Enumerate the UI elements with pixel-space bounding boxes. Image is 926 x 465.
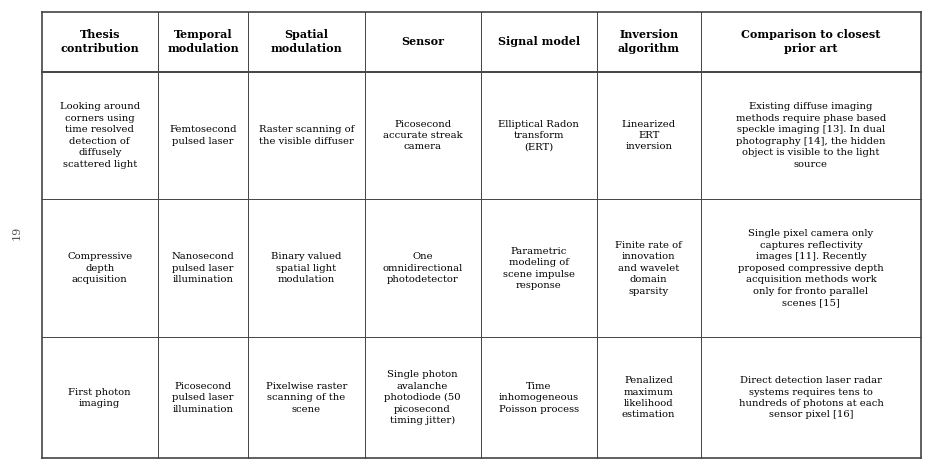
Text: Comparison to closest
prior art: Comparison to closest prior art [742, 29, 881, 54]
Bar [248, 338, 365, 458]
Text: Raster scanning of
the visible diffuser: Raster scanning of the visible diffuser [258, 125, 354, 146]
Text: Temporal
modulation: Temporal modulation [168, 29, 239, 54]
Bar [701, 72, 921, 199]
Text: Compressive
depth
acquisition: Compressive depth acquisition [67, 252, 132, 284]
Text: Sensor: Sensor [401, 36, 444, 47]
Bar [248, 199, 365, 338]
Text: Parametric
modeling of
scene impulse
response: Parametric modeling of scene impulse res… [503, 246, 575, 290]
Bar [42, 72, 157, 199]
Text: Binary valued
spatial light
modulation: Binary valued spatial light modulation [271, 252, 342, 284]
Text: Existing diffuse imaging
methods require phase based
speckle imaging [13]. In du: Existing diffuse imaging methods require… [736, 102, 886, 169]
Bar [157, 72, 248, 199]
Text: Picosecond
accurate streak
camera: Picosecond accurate streak camera [382, 120, 462, 152]
Text: Penalized
maximum
likelihood
estimation: Penalized maximum likelihood estimation [622, 376, 675, 419]
Bar [596, 338, 701, 458]
Text: Picosecond
pulsed laser
illumination: Picosecond pulsed laser illumination [172, 382, 234, 414]
Bar [42, 338, 157, 458]
Bar [365, 338, 481, 458]
Bar [248, 12, 365, 72]
Bar [42, 199, 157, 338]
Bar [157, 338, 248, 458]
Bar [157, 199, 248, 338]
Text: Single pixel camera only
captures reflectivity
images [11]. Recently
proposed co: Single pixel camera only captures reflec… [738, 229, 883, 307]
Bar [596, 12, 701, 72]
Text: Nanosecond
pulsed laser
illumination: Nanosecond pulsed laser illumination [171, 252, 234, 284]
Bar [365, 72, 481, 199]
Bar [365, 12, 481, 72]
Text: Signal model: Signal model [497, 36, 580, 47]
Text: Inversion
algorithm: Inversion algorithm [618, 29, 680, 54]
Bar [596, 72, 701, 199]
Bar [42, 12, 157, 72]
Text: Finite rate of
innovation
and wavelet
domain
sparsity: Finite rate of innovation and wavelet do… [615, 241, 682, 296]
Bar [701, 199, 921, 338]
Bar [481, 199, 596, 338]
Bar [701, 12, 921, 72]
Text: 19: 19 [12, 226, 21, 239]
Text: First photon
imaging: First photon imaging [69, 387, 131, 408]
Bar [248, 72, 365, 199]
Text: Thesis
contribution: Thesis contribution [60, 29, 139, 54]
Text: Spatial
modulation: Spatial modulation [270, 29, 343, 54]
Text: Linearized
ERT
inversion: Linearized ERT inversion [621, 120, 676, 152]
Text: Time
inhomogeneous
Poisson process: Time inhomogeneous Poisson process [498, 382, 579, 414]
Bar [365, 199, 481, 338]
Text: Looking around
corners using
time resolved
detection of
diffusely
scattered ligh: Looking around corners using time resolv… [59, 102, 140, 169]
Bar [701, 338, 921, 458]
Bar [481, 338, 596, 458]
Text: Pixelwise raster
scanning of the
scene: Pixelwise raster scanning of the scene [266, 382, 347, 414]
Text: Single photon
avalanche
photodiode (50
picosecond
timing jitter): Single photon avalanche photodiode (50 p… [384, 370, 461, 425]
Bar [596, 199, 701, 338]
Bar [157, 12, 248, 72]
Text: Direct detection laser radar
systems requires tens to
hundreds of photons at eac: Direct detection laser radar systems req… [739, 376, 883, 419]
Text: Elliptical Radon
transform
(ERT): Elliptical Radon transform (ERT) [498, 120, 579, 152]
Bar [481, 12, 596, 72]
Text: One
omnidirectional
photodetector: One omnidirectional photodetector [382, 252, 463, 284]
Text: Femtosecond
pulsed laser: Femtosecond pulsed laser [169, 125, 237, 146]
Bar [481, 72, 596, 199]
